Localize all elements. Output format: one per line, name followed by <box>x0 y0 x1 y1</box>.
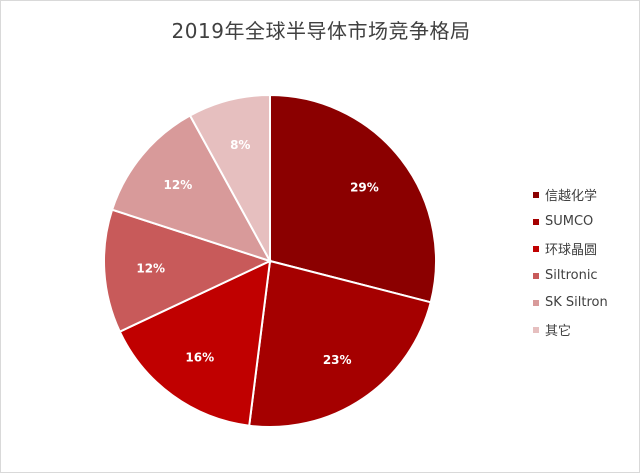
legend-item-2: SUMCO <box>533 208 637 235</box>
legend-label-5: SK Siltron <box>545 295 608 310</box>
legend-label-2: SUMCO <box>545 214 594 229</box>
pie-slice-6 <box>188 93 271 262</box>
chart-legend: 信越化学 SUMCO 环球晶圆 Siltronic SK Siltron 其它 <box>533 181 637 343</box>
legend-swatch-4 <box>533 272 539 279</box>
legend-swatch-5 <box>533 299 539 306</box>
pie-slice-5 <box>110 114 273 263</box>
pie-slice-3 <box>118 259 272 427</box>
legend-item-1: 信越化学 <box>533 181 637 208</box>
legend-swatch-6 <box>533 326 539 333</box>
slice-data-label-4: 12% <box>136 262 165 276</box>
slice-data-label-2: 23% <box>323 353 352 367</box>
slice-data-label-3: 16% <box>185 351 214 365</box>
slice-data-label-6: 8% <box>230 138 250 152</box>
legend-item-5: SK Siltron <box>533 289 637 316</box>
pie-slice-1 <box>269 93 437 304</box>
legend-swatch-3 <box>533 245 539 252</box>
legend-label-3: 环球晶圆 <box>545 243 598 258</box>
legend-item-4: Siltronic <box>533 262 637 289</box>
pie-slice-2 <box>248 259 433 428</box>
legend-swatch-2 <box>533 218 539 225</box>
chart-title: 2019年全球半导体市场竞争格局 <box>171 19 471 43</box>
legend-item-6: 其它 <box>533 316 637 343</box>
slice-data-label-1: 29% <box>350 181 379 195</box>
slice-data-label-5: 12% <box>164 178 193 192</box>
legend-label-4: Siltronic <box>545 268 598 283</box>
legend-label-6: 其它 <box>545 324 572 339</box>
legend-swatch-1 <box>533 191 539 198</box>
pie-slice-4 <box>103 208 273 334</box>
legend-label-1: 信越化学 <box>545 189 598 204</box>
legend-item-3: 环球晶圆 <box>533 235 637 262</box>
